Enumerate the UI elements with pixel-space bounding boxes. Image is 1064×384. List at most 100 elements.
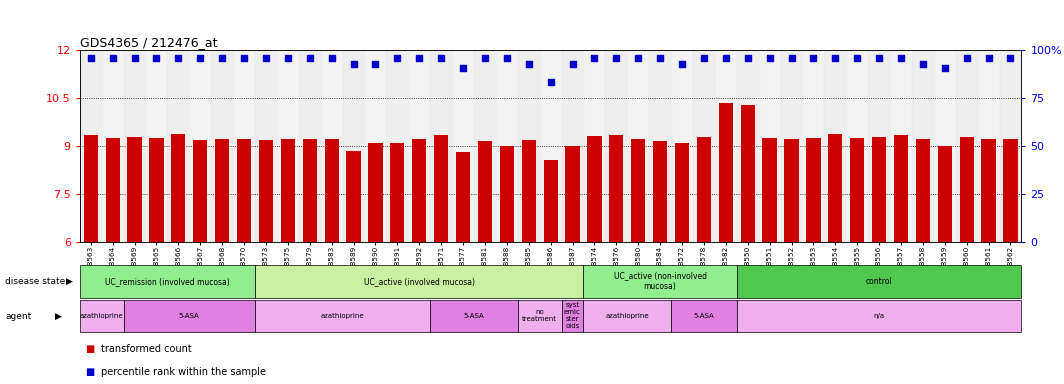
Text: 5-ASA: 5-ASA bbox=[179, 313, 200, 319]
Bar bbox=[128, 137, 142, 242]
Bar bbox=[430, 300, 518, 332]
Point bbox=[170, 55, 187, 61]
Bar bbox=[649, 50, 671, 242]
Point bbox=[936, 65, 953, 71]
Text: GDS4365 / 212476_at: GDS4365 / 212476_at bbox=[80, 36, 217, 49]
Bar bbox=[347, 151, 361, 242]
Bar bbox=[802, 50, 825, 242]
Point bbox=[542, 79, 560, 85]
Bar bbox=[610, 135, 624, 242]
Bar bbox=[277, 50, 299, 242]
Bar bbox=[496, 50, 518, 242]
Text: transformed count: transformed count bbox=[101, 344, 192, 354]
Text: azathioprine: azathioprine bbox=[605, 313, 649, 319]
Bar bbox=[583, 50, 605, 242]
Bar bbox=[455, 152, 470, 242]
Bar bbox=[828, 134, 843, 242]
Bar bbox=[521, 140, 536, 242]
Bar bbox=[955, 50, 978, 242]
Bar bbox=[233, 50, 255, 242]
Bar bbox=[473, 50, 496, 242]
Bar bbox=[675, 143, 689, 242]
Point bbox=[761, 55, 778, 61]
Bar bbox=[365, 50, 386, 242]
Bar bbox=[628, 50, 649, 242]
Point bbox=[870, 55, 887, 61]
Point bbox=[477, 55, 494, 61]
Point bbox=[126, 55, 143, 61]
Bar bbox=[736, 300, 1021, 332]
Text: no
treatment: no treatment bbox=[522, 310, 558, 322]
Point bbox=[630, 55, 647, 61]
Text: percentile rank within the sample: percentile rank within the sample bbox=[101, 367, 266, 377]
Text: ▶: ▶ bbox=[66, 276, 72, 286]
Bar bbox=[912, 50, 934, 242]
Text: azathioprine: azathioprine bbox=[80, 313, 123, 319]
Bar bbox=[386, 50, 409, 242]
Bar bbox=[194, 140, 207, 242]
Bar bbox=[544, 161, 558, 242]
Bar bbox=[781, 50, 802, 242]
Bar bbox=[452, 50, 473, 242]
Text: disease state: disease state bbox=[5, 276, 66, 286]
Text: n/a: n/a bbox=[874, 313, 884, 319]
Bar bbox=[583, 300, 671, 332]
Bar bbox=[1003, 139, 1017, 242]
Point bbox=[674, 61, 691, 68]
Point bbox=[301, 55, 318, 61]
Point bbox=[804, 55, 821, 61]
Bar bbox=[237, 139, 251, 242]
Bar bbox=[255, 265, 583, 298]
Bar bbox=[167, 50, 189, 242]
Point bbox=[498, 55, 515, 61]
Text: agent: agent bbox=[5, 311, 32, 321]
Point bbox=[192, 55, 209, 61]
Bar bbox=[215, 139, 229, 242]
Bar bbox=[868, 50, 891, 242]
Bar bbox=[759, 50, 781, 242]
Bar bbox=[478, 141, 492, 242]
Bar bbox=[736, 50, 759, 242]
Bar bbox=[934, 50, 955, 242]
Text: syst
emic
ster
oids: syst emic ster oids bbox=[564, 302, 581, 329]
Bar bbox=[123, 50, 146, 242]
Point bbox=[893, 55, 910, 61]
Bar bbox=[343, 50, 365, 242]
Bar bbox=[255, 300, 430, 332]
Bar bbox=[850, 138, 864, 242]
Text: 5-ASA: 5-ASA bbox=[464, 313, 484, 319]
Bar bbox=[518, 50, 539, 242]
Bar bbox=[518, 300, 562, 332]
Bar bbox=[299, 50, 320, 242]
Bar bbox=[736, 265, 1021, 298]
Point bbox=[82, 55, 99, 61]
Text: UC_active (non-involved
mucosa): UC_active (non-involved mucosa) bbox=[614, 271, 706, 291]
Bar bbox=[562, 300, 583, 332]
Bar bbox=[123, 300, 255, 332]
Bar bbox=[102, 50, 123, 242]
Point bbox=[104, 55, 121, 61]
Bar bbox=[189, 50, 211, 242]
Bar bbox=[631, 139, 646, 242]
Text: ■: ■ bbox=[85, 367, 95, 377]
Point bbox=[345, 61, 362, 68]
Bar bbox=[80, 265, 255, 298]
Bar bbox=[891, 50, 912, 242]
Bar bbox=[605, 50, 628, 242]
Text: ■: ■ bbox=[85, 344, 95, 354]
Bar bbox=[539, 50, 562, 242]
Bar bbox=[741, 105, 754, 242]
Point bbox=[849, 55, 866, 61]
Bar bbox=[763, 138, 777, 242]
Point bbox=[214, 55, 231, 61]
Bar bbox=[146, 50, 167, 242]
Point bbox=[388, 55, 405, 61]
Point bbox=[608, 55, 625, 61]
Bar bbox=[697, 137, 711, 242]
Bar bbox=[211, 50, 233, 242]
Text: 5-ASA: 5-ASA bbox=[694, 313, 714, 319]
Bar bbox=[872, 137, 886, 242]
Point bbox=[148, 55, 165, 61]
Point bbox=[783, 55, 800, 61]
Point bbox=[411, 55, 428, 61]
